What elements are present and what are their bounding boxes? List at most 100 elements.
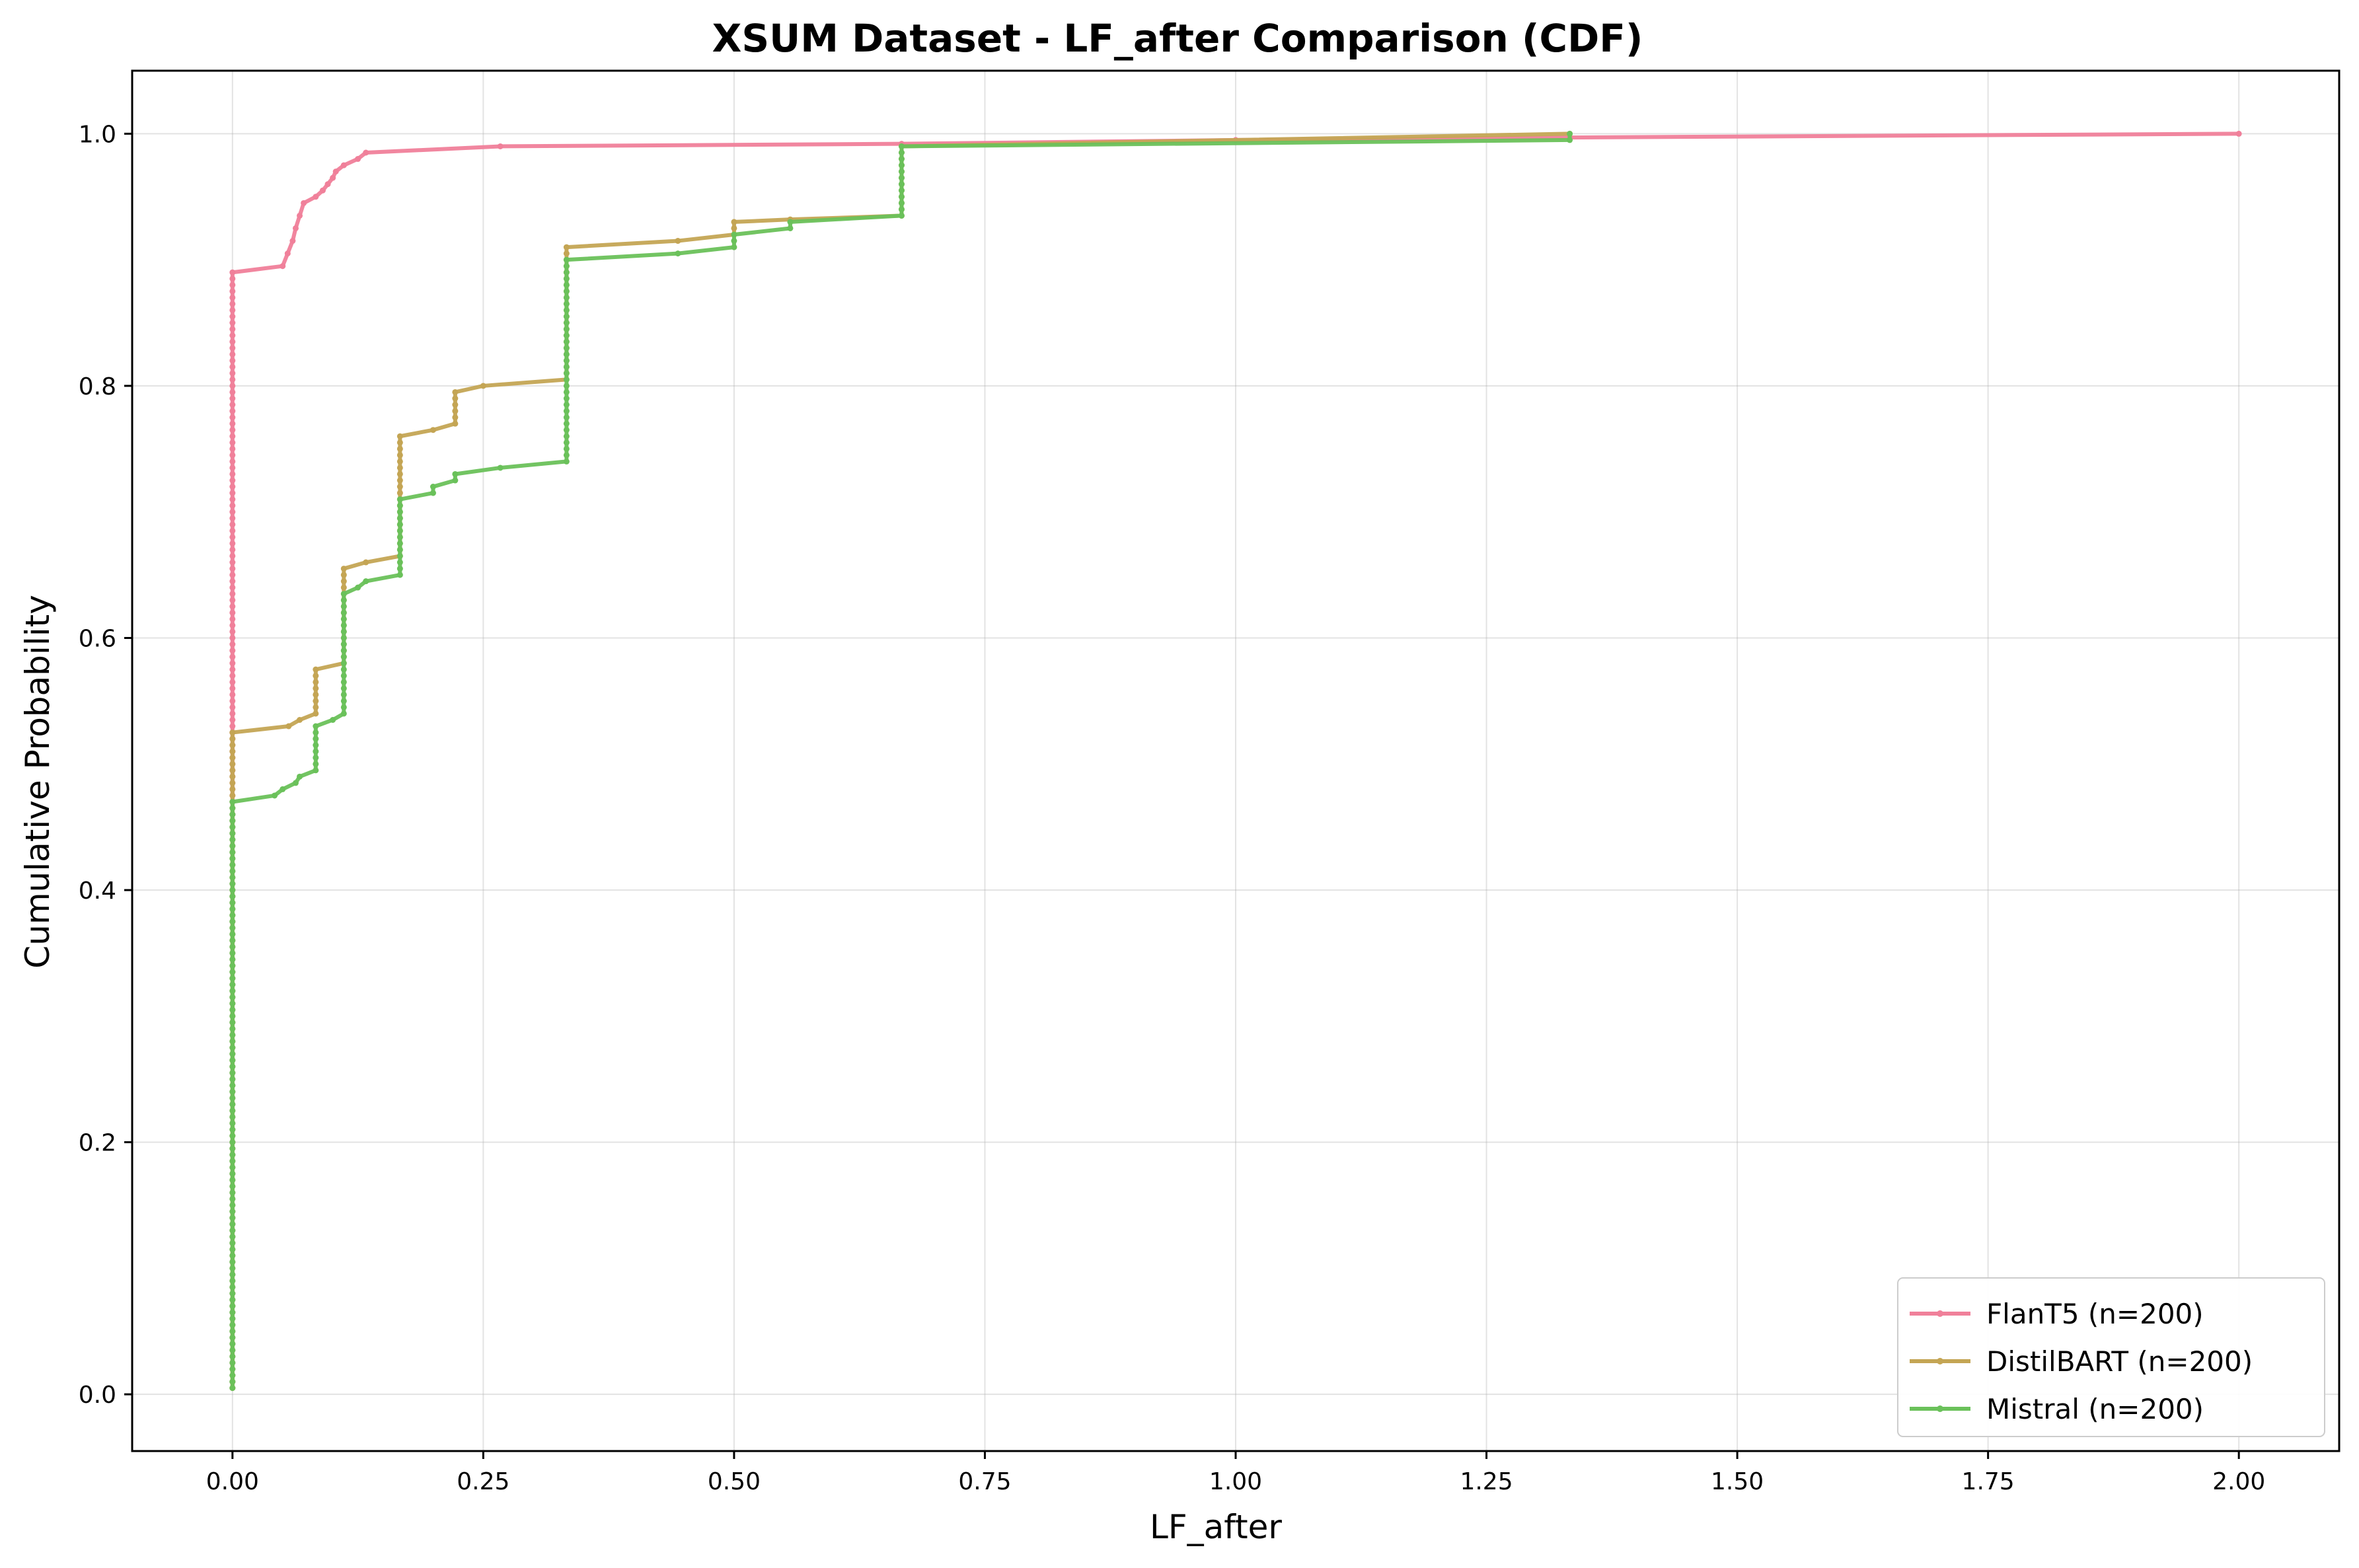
series-layer [229, 130, 2242, 1392]
data-point [396, 452, 403, 459]
data-point [229, 704, 236, 710]
chart-title: XSUM Dataset - LF_after Comparison (CDF) [712, 16, 1643, 61]
data-point [280, 263, 286, 270]
data-point [297, 212, 303, 219]
data-point [285, 723, 292, 729]
data-point [229, 484, 236, 490]
series-distilbart [229, 130, 1573, 1392]
x-tick-label: 2.00 [2212, 1468, 2265, 1495]
data-point [229, 1209, 236, 1215]
data-point [229, 723, 236, 729]
data-point [229, 1107, 236, 1114]
data-point [787, 219, 794, 225]
data-point [229, 1195, 236, 1202]
data-point [563, 320, 570, 326]
data-point [229, 1271, 236, 1278]
legend: FlanT5 (n=200) DistilBART (n=200) Mistral … [1897, 1277, 2325, 1437]
data-point [229, 988, 236, 994]
data-point [396, 552, 403, 559]
data-point [229, 761, 236, 767]
data-point [229, 628, 236, 635]
data-point [229, 433, 236, 439]
data-point [313, 194, 319, 200]
data-point [229, 402, 236, 408]
data-point [229, 515, 236, 521]
data-point [229, 294, 236, 301]
data-point [229, 1265, 236, 1271]
data-point [340, 698, 347, 704]
data-point [313, 666, 319, 673]
data-point [324, 181, 331, 188]
data-point [229, 1101, 236, 1107]
data-point [229, 527, 236, 534]
data-point [898, 174, 905, 181]
data-point [229, 824, 236, 831]
data-point [898, 206, 905, 213]
data-point [229, 458, 236, 465]
data-point [229, 1031, 236, 1038]
data-point [229, 893, 236, 900]
data-point [229, 389, 236, 395]
data-point [396, 559, 403, 566]
data-point [229, 1145, 236, 1152]
data-point [340, 591, 347, 597]
y-axis-label: Cumulative Probability [19, 595, 57, 969]
data-point [563, 301, 570, 307]
data-point [396, 490, 403, 496]
data-point [898, 168, 905, 175]
data-point [229, 591, 236, 597]
data-point [229, 370, 236, 377]
data-point [563, 351, 570, 357]
data-point [675, 238, 681, 244]
data-point [229, 937, 236, 944]
data-point [229, 383, 236, 389]
data-point [229, 1316, 236, 1322]
data-point [229, 452, 236, 459]
data-point [396, 439, 403, 446]
data-point [396, 433, 403, 439]
data-point [898, 156, 905, 163]
data-point [229, 1088, 236, 1095]
data-point [229, 1221, 236, 1228]
data-point [229, 1158, 236, 1164]
data-point [313, 710, 319, 717]
data-point [292, 225, 299, 231]
data-point [563, 307, 570, 313]
data-point [898, 212, 905, 219]
data-point [340, 634, 347, 641]
data-point [229, 1334, 236, 1341]
data-point [229, 445, 236, 452]
data-point [452, 420, 459, 427]
data-point [313, 761, 319, 767]
data-point [340, 653, 347, 660]
data-point [229, 1038, 236, 1045]
data-point [497, 465, 504, 471]
plot-frame [131, 69, 2340, 1452]
data-point [229, 1189, 236, 1196]
data-point [452, 395, 459, 402]
legend-label: DistilBART (n=200) [1986, 1345, 2253, 1378]
data-point [313, 767, 319, 774]
data-point [563, 244, 570, 250]
data-point [452, 477, 459, 484]
data-point [229, 899, 236, 906]
data-point [563, 250, 570, 257]
y-tick-label: 1.0 [79, 121, 116, 148]
data-point [330, 716, 336, 723]
data-point [563, 326, 570, 332]
data-point [229, 395, 236, 402]
data-point [229, 534, 236, 541]
data-point [229, 1303, 236, 1310]
data-point [563, 433, 570, 439]
data-point [229, 735, 236, 742]
data-point [229, 634, 236, 641]
series-line [230, 131, 1570, 1388]
data-point [396, 540, 403, 546]
data-point [340, 162, 347, 168]
y-axis-ticks: 0.0 0.2 0.4 0.6 0.8 1.0 [79, 121, 132, 1409]
data-point [229, 685, 236, 692]
data-point [229, 1026, 236, 1032]
data-point [563, 338, 570, 345]
data-point [289, 238, 296, 244]
